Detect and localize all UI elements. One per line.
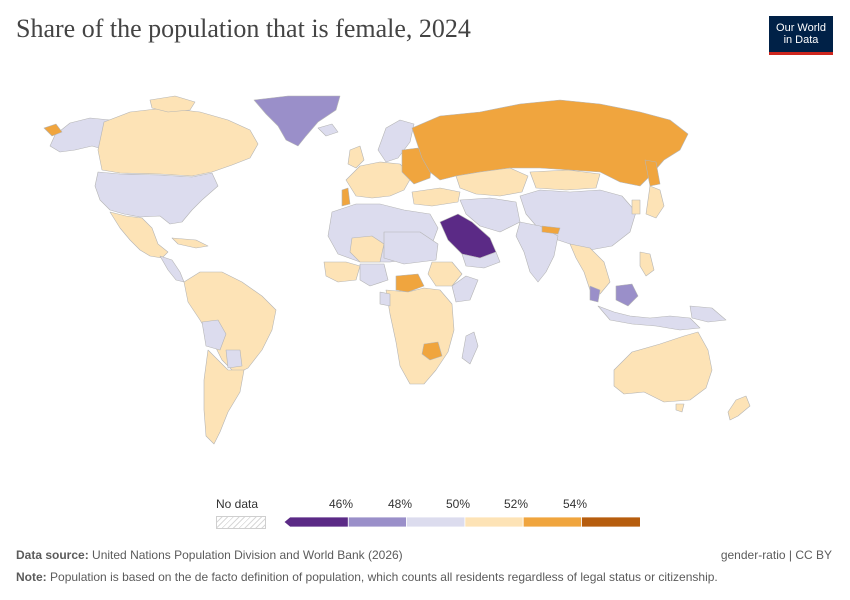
region-mexico[interactable] (109, 211, 169, 259)
region-central-african-republic[interactable] (395, 273, 425, 293)
region-caribbean[interactable] (171, 237, 209, 249)
region-portugal[interactable] (341, 187, 351, 207)
region-papua[interactable] (689, 305, 727, 323)
note-label: Note: (16, 570, 47, 584)
legend-bin-3[interactable] (464, 516, 524, 528)
region-tasmania[interactable] (675, 403, 685, 413)
region-korea[interactable] (631, 199, 641, 215)
region-indonesia[interactable] (597, 305, 701, 331)
region-central-africa[interactable] (385, 287, 455, 385)
legend-bin-5[interactable] (581, 516, 641, 528)
region-turkey-caucasus[interactable] (411, 187, 461, 207)
source-label: Data source: (16, 548, 89, 562)
legend-tick-52: 52% (503, 497, 529, 511)
region-iran-afghanistan[interactable] (459, 197, 521, 233)
region-scandinavia[interactable] (377, 119, 415, 163)
data-source: Data source: United Nations Population D… (16, 548, 403, 562)
note-text: Population is based on the de facto defi… (50, 570, 718, 584)
region-japan[interactable] (645, 185, 665, 219)
region-philippines[interactable] (639, 251, 655, 277)
owid-logo[interactable]: Our World in Data (769, 16, 833, 55)
note: Note: Population is based on the de fact… (16, 570, 718, 584)
region-russia-far-east-island[interactable] (644, 159, 661, 187)
no-data-label: No data (216, 497, 259, 511)
region-greenland[interactable] (253, 95, 341, 147)
region-mongolia[interactable] (529, 169, 601, 191)
legend-bin-1[interactable] (347, 516, 408, 528)
no-data-swatch (216, 516, 266, 529)
world-map (43, 95, 751, 445)
region-horn-somalia[interactable] (451, 275, 479, 303)
legend-tick-48: 48% (387, 497, 413, 511)
region-canada[interactable] (97, 107, 259, 177)
region-australia[interactable] (613, 331, 713, 403)
region-kazakhstan[interactable] (455, 167, 529, 197)
region-uk[interactable] (347, 145, 365, 169)
legend-tick-50: 50% (445, 497, 471, 511)
region-southeast-asia[interactable] (569, 243, 611, 295)
license-text[interactable]: gender-ratio | CC BY (720, 548, 832, 562)
legend: No data 46% 48% 50% 52% 54% (210, 497, 640, 537)
region-mali-niger[interactable] (349, 235, 385, 263)
region-western-europe[interactable] (345, 161, 413, 199)
logo-line-1: Our World (776, 22, 826, 34)
region-usa[interactable] (94, 171, 219, 225)
region-bolivia[interactable] (201, 319, 227, 351)
region-central-america[interactable] (159, 255, 185, 283)
region-gabon[interactable] (379, 291, 391, 307)
legend-bin-0[interactable] (283, 516, 349, 528)
legend-tick-46: 46% (328, 497, 354, 511)
region-iceland[interactable] (317, 123, 339, 137)
region-new-zealand[interactable] (727, 395, 751, 421)
region-madagascar[interactable] (461, 331, 479, 365)
legend-bin-2[interactable] (406, 516, 466, 528)
region-malaysia[interactable] (589, 285, 601, 303)
region-chad-sudan[interactable] (383, 231, 439, 265)
region-borneo[interactable] (615, 283, 639, 307)
legend-color-bar (283, 516, 641, 528)
logo-line-2: in Data (783, 34, 819, 46)
region-zimbabwe[interactable] (421, 341, 443, 361)
region-southern-cone[interactable] (203, 349, 245, 445)
legend-bin-4[interactable] (522, 516, 582, 528)
region-russia[interactable] (411, 99, 689, 187)
region-nepal[interactable] (541, 225, 561, 235)
region-russia-east-tip[interactable] (43, 123, 63, 137)
region-yemen-oman[interactable] (461, 251, 501, 269)
source-link[interactable]: United Nations Population Division and W… (92, 548, 403, 562)
region-paraguay[interactable] (225, 349, 243, 369)
chart-title: Share of the population that is female, … (16, 14, 471, 43)
region-west-africa-coast[interactable] (323, 261, 361, 283)
region-canada-islands[interactable] (149, 95, 196, 113)
region-nigeria[interactable] (359, 263, 389, 287)
legend-tick-54: 54% (562, 497, 588, 511)
